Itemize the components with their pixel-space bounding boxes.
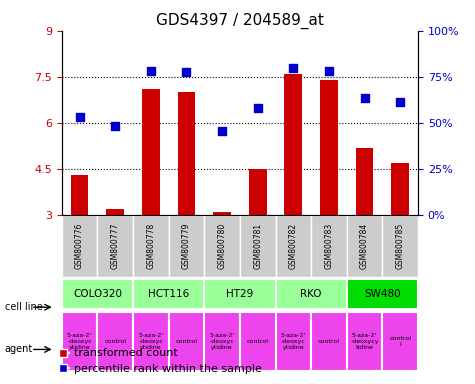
Point bbox=[111, 123, 119, 129]
Text: HT29: HT29 bbox=[226, 289, 254, 299]
FancyBboxPatch shape bbox=[347, 215, 382, 277]
Text: 5-aza-2'
-deoxycy
tidine: 5-aza-2' -deoxycy tidine bbox=[350, 333, 379, 350]
FancyBboxPatch shape bbox=[382, 215, 418, 277]
FancyBboxPatch shape bbox=[311, 312, 347, 371]
FancyBboxPatch shape bbox=[97, 215, 133, 277]
Point bbox=[396, 98, 404, 104]
FancyBboxPatch shape bbox=[347, 279, 418, 309]
Text: GSM800785: GSM800785 bbox=[396, 223, 405, 269]
Text: control: control bbox=[175, 339, 198, 344]
Point bbox=[76, 114, 84, 120]
FancyBboxPatch shape bbox=[133, 215, 169, 277]
Text: control: control bbox=[104, 339, 126, 344]
Text: GSM800784: GSM800784 bbox=[360, 223, 369, 269]
Text: GSM800783: GSM800783 bbox=[324, 223, 333, 269]
FancyBboxPatch shape bbox=[382, 312, 418, 371]
Text: RKO: RKO bbox=[300, 289, 322, 299]
FancyBboxPatch shape bbox=[169, 215, 204, 277]
FancyBboxPatch shape bbox=[204, 215, 240, 277]
Text: control
l: control l bbox=[389, 336, 411, 347]
FancyBboxPatch shape bbox=[276, 312, 311, 371]
Bar bbox=[356, 148, 373, 215]
Text: COLO320: COLO320 bbox=[73, 289, 122, 299]
Point bbox=[182, 69, 190, 75]
Title: GDS4397 / 204589_at: GDS4397 / 204589_at bbox=[156, 13, 324, 29]
Text: 5-aza-2'
-deoxyc
ytidine: 5-aza-2' -deoxyc ytidine bbox=[281, 333, 306, 350]
FancyBboxPatch shape bbox=[276, 279, 347, 309]
Text: control: control bbox=[318, 339, 340, 344]
Text: GSM800782: GSM800782 bbox=[289, 223, 298, 269]
Bar bbox=[213, 212, 231, 215]
Text: HCT116: HCT116 bbox=[148, 289, 189, 299]
Point bbox=[361, 95, 369, 101]
Point bbox=[147, 68, 155, 74]
FancyBboxPatch shape bbox=[62, 279, 133, 309]
Text: GSM800779: GSM800779 bbox=[182, 223, 191, 270]
FancyBboxPatch shape bbox=[133, 312, 169, 371]
Point bbox=[254, 104, 261, 111]
FancyBboxPatch shape bbox=[240, 312, 276, 371]
FancyBboxPatch shape bbox=[62, 312, 97, 371]
Text: cell line: cell line bbox=[5, 302, 42, 312]
Point bbox=[289, 65, 297, 71]
Text: GSM800777: GSM800777 bbox=[111, 223, 120, 270]
Legend: transformed count, percentile rank within the sample: transformed count, percentile rank withi… bbox=[53, 344, 266, 379]
Text: SW480: SW480 bbox=[364, 289, 401, 299]
Point bbox=[218, 128, 226, 134]
Text: GSM800781: GSM800781 bbox=[253, 223, 262, 269]
FancyBboxPatch shape bbox=[240, 215, 276, 277]
Text: GSM800780: GSM800780 bbox=[218, 223, 227, 269]
FancyBboxPatch shape bbox=[204, 279, 276, 309]
Text: GSM800776: GSM800776 bbox=[75, 223, 84, 270]
Bar bbox=[142, 89, 160, 215]
Bar bbox=[249, 169, 266, 215]
Bar bbox=[391, 163, 409, 215]
FancyBboxPatch shape bbox=[311, 215, 347, 277]
Bar bbox=[71, 175, 88, 215]
Text: 5-aza-2'
-deoxyc
ytidine: 5-aza-2' -deoxyc ytidine bbox=[67, 333, 92, 350]
FancyBboxPatch shape bbox=[276, 215, 311, 277]
FancyBboxPatch shape bbox=[169, 312, 204, 371]
Text: control: control bbox=[247, 339, 269, 344]
Text: agent: agent bbox=[5, 344, 33, 354]
FancyBboxPatch shape bbox=[62, 215, 97, 277]
FancyBboxPatch shape bbox=[97, 312, 133, 371]
Bar bbox=[320, 80, 338, 215]
Text: 5-aza-2'
-deoxyc
ytidine: 5-aza-2' -deoxyc ytidine bbox=[209, 333, 235, 350]
Bar bbox=[285, 74, 302, 215]
FancyBboxPatch shape bbox=[347, 312, 382, 371]
FancyBboxPatch shape bbox=[133, 279, 204, 309]
Bar bbox=[178, 92, 195, 215]
FancyBboxPatch shape bbox=[204, 312, 240, 371]
Text: GSM800778: GSM800778 bbox=[146, 223, 155, 269]
Bar bbox=[106, 209, 124, 215]
Text: 5-aza-2'
-deoxyc
ytidine: 5-aza-2' -deoxyc ytidine bbox=[138, 333, 163, 350]
Point bbox=[325, 68, 332, 74]
